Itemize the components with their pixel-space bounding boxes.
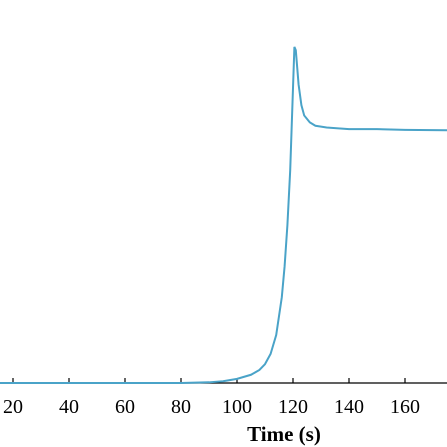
plot-area: 20 40 60 80 100 120 140 160 [0,46,447,418]
x-axis-title: Time (s) [247,422,321,446]
x-tick-label: 40 [59,396,79,418]
x-tick-label: 100 [222,396,252,418]
x-tick-label: 160 [390,396,420,418]
series-line [0,46,447,384]
x-tick-label: 120 [278,396,308,418]
x-tick-label: 140 [334,396,364,418]
x-tick-labels: 20 40 60 80 100 120 140 160 [3,396,420,418]
x-tick-label: 80 [171,396,191,418]
x-tick-label: 60 [115,396,135,418]
x-tick-label: 20 [3,396,23,418]
